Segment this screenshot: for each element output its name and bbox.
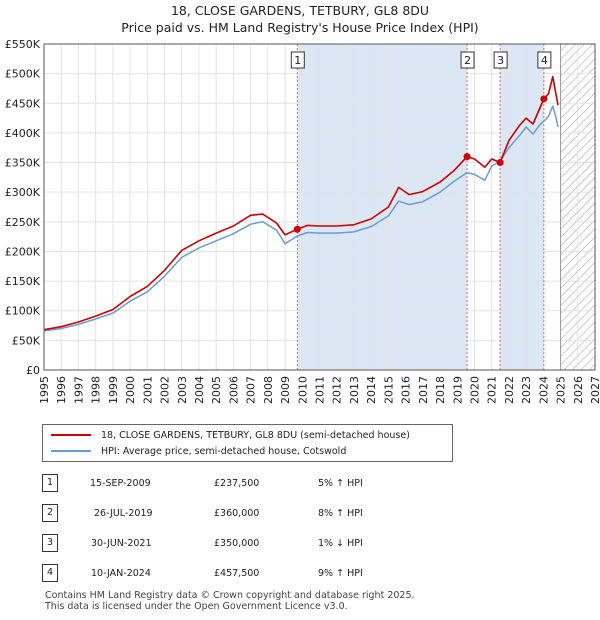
ownership-band (500, 44, 544, 370)
y-tick-label: £200K (5, 245, 41, 258)
x-tick-label: 2013 (348, 376, 361, 404)
sale-label-box (537, 51, 552, 69)
sale-date: 26-JUL-2019 (94, 508, 153, 519)
y-tick-label: £550K (5, 38, 41, 51)
legend-label-hpi: HPI: Average price, semi-detached house,… (101, 445, 347, 457)
x-tick-label: 1999 (107, 376, 120, 404)
sale-label-box (290, 51, 305, 69)
x-tick-label: 2004 (193, 376, 206, 404)
x-tick-label: 2002 (159, 376, 172, 404)
legend-item-property: 18, CLOSE GARDENS, TETBURY, GL8 8DU (sem… (51, 428, 410, 442)
x-tick-label: 1998 (90, 376, 103, 404)
x-tick-label: 2026 (572, 376, 585, 404)
x-tick-label: 2010 (296, 376, 309, 404)
x-tick-label: 2006 (227, 376, 240, 404)
sale-row: 3 30-JUN-2021 £350,000 1% ↓ HPI (42, 534, 462, 554)
x-tick-label: 2016 (400, 376, 413, 404)
title-line-2: Price paid vs. HM Land Registry's House … (121, 20, 479, 35)
x-tick-label: 2001 (141, 376, 154, 404)
x-tick-label: 2000 (124, 376, 137, 404)
x-tick-label: 2024 (537, 376, 550, 404)
sale-date: 15-SEP-2009 (90, 478, 151, 489)
x-tick-label: 1995 (38, 376, 51, 404)
sale-label: 4 (541, 54, 548, 67)
sale-row: 4 10-JAN-2024 £457,500 9% ↑ HPI (42, 564, 462, 584)
property-series-line (43, 75, 559, 331)
x-tick-label: 2005 (210, 376, 223, 404)
x-tick-label: 2009 (279, 376, 292, 404)
y-tick-label: £400K (5, 127, 41, 140)
sale-badge: 2 (42, 504, 58, 522)
sale-badge: 3 (42, 534, 58, 552)
y-tick-label: £300K (5, 186, 41, 199)
title-line-1: 18, CLOSE GARDENS, TETBURY, GL8 8DU (170, 3, 430, 18)
sale-price: £350,000 (214, 538, 260, 549)
chart-title: 18, CLOSE GARDENS, TETBURY, GL8 8DU Pric… (0, 2, 600, 36)
sale-label: 1 (294, 54, 301, 67)
sale-date: 10-JAN-2024 (91, 568, 151, 579)
sale-badge: 1 (42, 474, 58, 492)
sale-point (293, 225, 301, 233)
legend-item-hpi: HPI: Average price, semi-detached house,… (51, 444, 346, 458)
x-tick-label: 2015 (382, 376, 395, 404)
sale-date: 30-JUN-2021 (91, 538, 152, 549)
x-tick-label: 2019 (451, 376, 464, 404)
plot-frame (43, 43, 596, 371)
sale-point (540, 95, 548, 103)
x-tick-label: 2023 (520, 376, 533, 404)
x-tick-label: 2003 (176, 376, 189, 404)
sale-price: £360,000 (214, 508, 260, 519)
x-tick-label: 2007 (245, 376, 258, 404)
sale-point (463, 153, 471, 161)
x-tick-label: 1997 (72, 376, 85, 404)
sale-hpi-diff: 8% ↑ HPI (318, 508, 363, 519)
sale-label: 2 (464, 54, 471, 67)
y-tick-label: £100K (5, 305, 41, 318)
y-tick-label: £350K (5, 157, 41, 170)
sale-label-box (460, 51, 475, 69)
sale-hpi-diff: 1% ↓ HPI (318, 538, 363, 549)
x-tick-label: 2022 (503, 376, 516, 404)
sale-label-box (493, 51, 508, 69)
x-tick-label: 2027 (589, 376, 600, 404)
y-tick-label: £500K (5, 68, 41, 81)
sale-badge: 4 (42, 564, 58, 582)
sale-price: £237,500 (214, 478, 260, 489)
sale-row: 2 26-JUL-2019 £360,000 8% ↑ HPI (42, 504, 462, 524)
y-tick-label: £50K (12, 334, 41, 347)
x-tick-label: 2011 (314, 376, 327, 404)
x-tick-label: 2014 (365, 376, 378, 404)
footer-copyright: Contains HM Land Registry data © Crown c… (45, 590, 415, 601)
legend: 18, CLOSE GARDENS, TETBURY, GL8 8DU (sem… (42, 424, 453, 462)
legend-label-property: 18, CLOSE GARDENS, TETBURY, GL8 8DU (sem… (101, 429, 410, 441)
y-tick-label: £0 (26, 364, 40, 377)
hpi-series-line (43, 105, 559, 332)
ownership-band (297, 44, 468, 370)
x-tick-label: 2018 (434, 376, 447, 404)
y-tick-label: £250K (5, 216, 41, 229)
sale-row: 1 15-SEP-2009 £237,500 5% ↑ HPI (42, 474, 462, 494)
x-tick-label: 1996 (55, 376, 68, 404)
sale-hpi-diff: 9% ↑ HPI (318, 568, 363, 579)
x-tick-label: 2020 (468, 376, 481, 404)
price-chart: 1 2 3 4 £0 £50K £100K £150K £200K £250K £300K £350K… (5, 38, 600, 404)
sale-label: 3 (497, 54, 504, 67)
x-tick-label: 2017 (417, 376, 430, 404)
x-tick-label: 2012 (331, 376, 344, 404)
x-tick-label: 2008 (262, 376, 275, 404)
footer: Contains HM Land Registry data © Crown c… (45, 590, 415, 612)
footer-licence: This data is licensed under the Open Gov… (45, 601, 348, 612)
sale-point (496, 159, 504, 167)
sale-price: £457,500 (214, 568, 260, 579)
y-tick-label: £150K (5, 275, 41, 288)
x-tick-label: 2021 (486, 376, 499, 404)
y-tick-label: £450K (5, 97, 41, 110)
x-tick-label: 2025 (555, 376, 568, 404)
legend-swatch-hpi (51, 450, 91, 452)
sale-hpi-diff: 5% ↑ HPI (318, 478, 363, 489)
legend-swatch-property (51, 434, 91, 436)
